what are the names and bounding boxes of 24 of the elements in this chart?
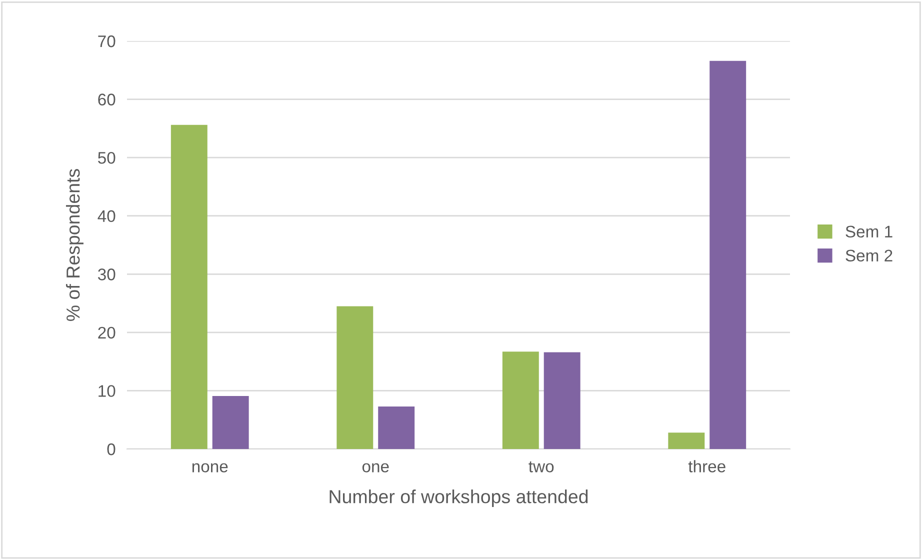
bar (212, 396, 249, 449)
y-tick-label: 70 (98, 35, 116, 48)
legend-label: Sem 2 (846, 250, 892, 262)
x-axis-title: Number of workshops attended (330, 490, 588, 508)
bar (668, 432, 705, 449)
y-tick-label: 40 (98, 210, 116, 222)
y-tick-label: 20 (98, 326, 116, 339)
x-tick-label: three (688, 460, 726, 472)
bar (544, 352, 580, 449)
x-tick-label: two (528, 461, 554, 472)
x-tick-label: none (192, 463, 228, 472)
x-tick-label: one (362, 463, 389, 472)
bar (710, 60, 746, 449)
y-tick-label: 60 (98, 94, 116, 106)
y-tick-label: 10 (98, 385, 116, 397)
y-axis-title: % of Respondents (66, 169, 84, 321)
bar (170, 124, 208, 449)
y-tick-label: 0 (107, 443, 116, 456)
bar (502, 352, 539, 449)
legend-label: Sem 1 (846, 226, 892, 238)
y-tick-label: 50 (98, 152, 116, 164)
y-tick-label: 30 (98, 268, 116, 280)
bar (336, 306, 374, 449)
bar (378, 406, 415, 449)
